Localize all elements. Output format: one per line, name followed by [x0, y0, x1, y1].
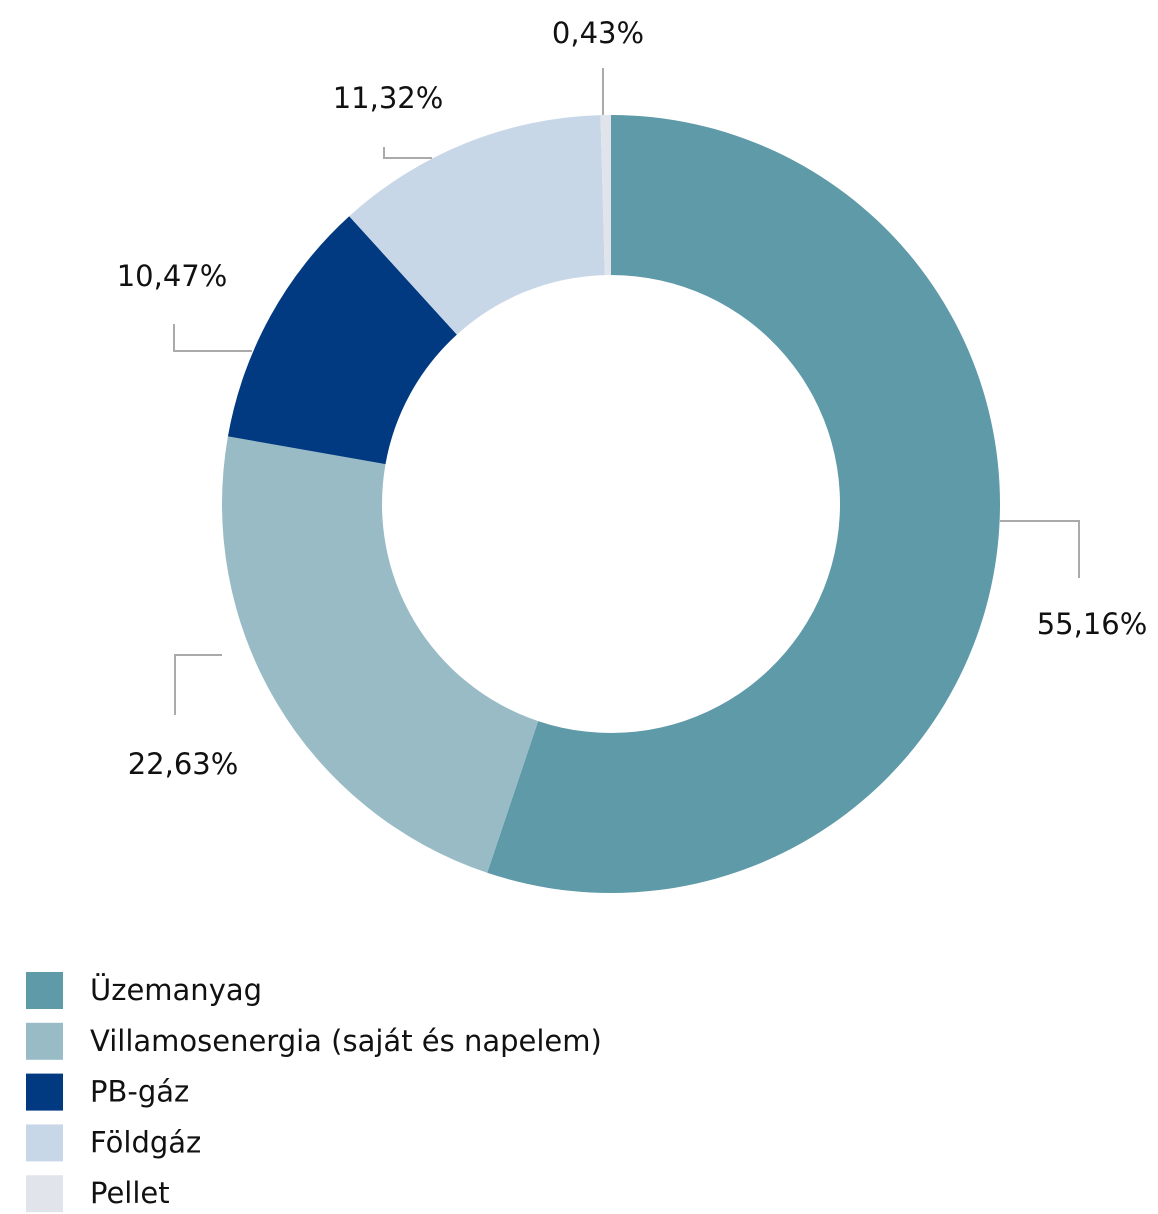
legend-label: Pellet — [90, 1176, 170, 1210]
slice — [600, 115, 611, 276]
data-label: 10,47% — [117, 259, 228, 293]
legend-swatch — [26, 1124, 63, 1162]
leader-line — [383, 147, 432, 159]
legend-swatch — [26, 1175, 63, 1213]
leader-line — [173, 324, 252, 352]
legend-label: PB-gáz — [90, 1075, 189, 1109]
data-label: 22,63% — [128, 747, 239, 781]
leader-line — [1000, 520, 1080, 578]
legend-swatch — [26, 1022, 63, 1060]
data-label: 55,16% — [1037, 607, 1148, 641]
legend-swatch — [26, 972, 63, 1009]
legend-label: Üzemanyag — [90, 973, 262, 1007]
slice — [349, 115, 605, 335]
legend-swatch — [26, 1073, 63, 1111]
slice — [487, 115, 1001, 893]
data-label: 0,43% — [552, 16, 644, 50]
legend-label: Földgáz — [90, 1125, 201, 1159]
legend-label: Villamosenergia (saját és napelem) — [90, 1024, 602, 1058]
data-label: 11,32% — [333, 81, 444, 115]
leader-line — [174, 654, 222, 715]
slice — [222, 436, 539, 873]
slice — [227, 216, 457, 465]
